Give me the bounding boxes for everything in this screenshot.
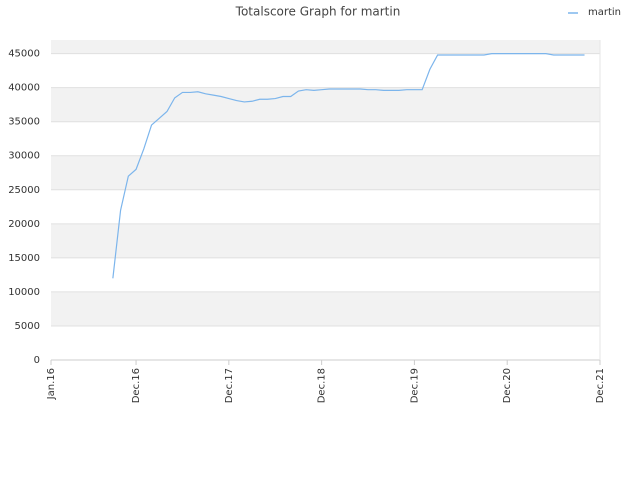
grid-band <box>51 325 600 360</box>
grid-band <box>51 87 600 122</box>
grid-band <box>51 257 600 292</box>
x-tick-label: Dec.20 <box>502 368 513 403</box>
y-tick-label: 35000 <box>8 117 40 128</box>
y-tick-label: 15000 <box>8 253 40 264</box>
legend-label: martin <box>588 7 621 18</box>
y-tick-label: 45000 <box>8 49 40 60</box>
y-tick-label: 10000 <box>8 287 40 298</box>
grid-band <box>51 189 600 224</box>
y-tick-label: 30000 <box>8 151 40 162</box>
grid-band <box>51 121 600 156</box>
x-tick-label: Jan.16 <box>46 368 57 400</box>
x-tick-label: Dec.17 <box>224 368 235 403</box>
y-tick-label: 5000 <box>15 321 40 332</box>
y-tick-label: 0 <box>34 355 40 366</box>
x-tick-label: Dec.18 <box>317 368 328 403</box>
grid-band <box>51 291 600 326</box>
chart-title: Totalscore Graph for martin <box>235 5 401 19</box>
x-tick-label: Dec.19 <box>409 368 420 403</box>
grid-band <box>51 53 600 88</box>
grid-band <box>51 223 600 258</box>
y-tick-label: 25000 <box>8 185 40 196</box>
grid-band <box>51 155 600 190</box>
x-tick-label: Dec.21 <box>595 368 606 403</box>
grid-band <box>51 40 600 54</box>
series-line <box>112 53 585 279</box>
y-tick-label: 40000 <box>8 83 40 94</box>
x-tick-label: Dec.16 <box>131 368 142 403</box>
y-tick-label: 20000 <box>8 219 40 230</box>
